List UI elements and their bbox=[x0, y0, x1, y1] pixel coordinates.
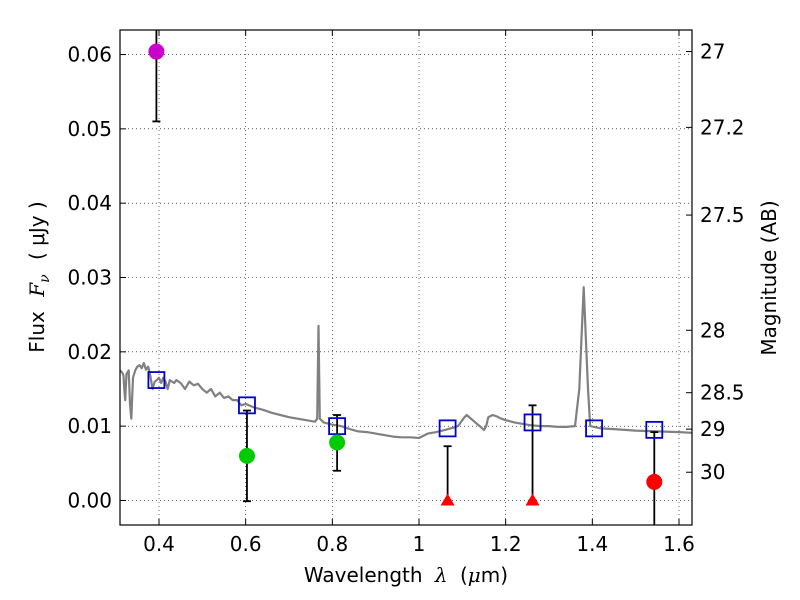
y-tick-label: 0.02 bbox=[67, 340, 112, 364]
y-tick-label: 0.00 bbox=[67, 488, 112, 512]
grid-lines bbox=[120, 30, 692, 525]
model-band-square bbox=[585, 419, 603, 438]
x-tick-label: 1.6 bbox=[663, 532, 695, 556]
photometry-point bbox=[329, 434, 346, 451]
upper-limit-triangle bbox=[525, 493, 540, 506]
magnitude-tick-label: 28.5 bbox=[700, 381, 745, 405]
model-band-square bbox=[438, 419, 457, 438]
plot-frame bbox=[119, 29, 693, 526]
model-band-square bbox=[645, 420, 664, 439]
magnitude-axis-title: Magnitude (AB) bbox=[757, 200, 781, 355]
magnitude-tick-label: 27.2 bbox=[700, 115, 745, 139]
magnitude-axis: 27 27.2 27.5 28 28.5 29 30 bbox=[686, 40, 745, 484]
x-axis: 0.4 0.6 0.8 1 1.2 1.4 1.6 bbox=[143, 30, 695, 556]
x-axis-title: Wavelength λ (μm) bbox=[304, 563, 508, 587]
x-tick-label: 0.8 bbox=[316, 532, 348, 556]
y-axis: 0.00 0.01 0.02 0.03 0.04 0.05 0.06 bbox=[67, 43, 126, 512]
plot-content bbox=[120, 30, 692, 525]
photometry-point bbox=[238, 447, 255, 464]
model-band-square bbox=[147, 371, 166, 389]
magnitude-tick-label: 27.5 bbox=[700, 203, 745, 227]
x-tick-label: 1 bbox=[413, 532, 426, 556]
magnitude-tick-label: 28 bbox=[700, 318, 725, 342]
model-band-square bbox=[328, 417, 347, 436]
y-axis-title: Flux Fν ( μJy ) bbox=[25, 201, 54, 352]
magnitude-tick-label: 27 bbox=[700, 40, 725, 64]
x-tick-label: 0.4 bbox=[143, 532, 175, 556]
x-tick-label: 1.2 bbox=[490, 532, 522, 556]
y-tick-label: 0.01 bbox=[67, 414, 112, 438]
model-band-square bbox=[523, 413, 542, 432]
photometry-point bbox=[148, 43, 165, 60]
photometry-point bbox=[646, 473, 663, 490]
y-tick-label: 0.04 bbox=[67, 191, 112, 215]
model-sed-line bbox=[120, 286, 692, 440]
magnitude-tick-label: 29 bbox=[700, 417, 725, 441]
upper-limit-triangle bbox=[440, 493, 455, 506]
model-band-square bbox=[238, 396, 256, 415]
x-tick-label: 0.6 bbox=[230, 532, 262, 556]
magnitude-tick-label: 30 bbox=[700, 460, 725, 484]
x-tick-label: 1.4 bbox=[576, 532, 608, 556]
y-tick-label: 0.05 bbox=[67, 117, 112, 141]
y-tick-label: 0.06 bbox=[67, 43, 112, 67]
y-tick-label: 0.03 bbox=[67, 266, 112, 290]
